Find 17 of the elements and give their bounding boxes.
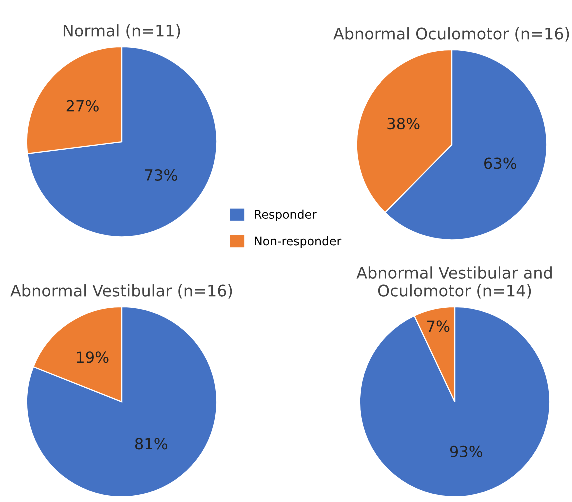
pie-slice (359, 306, 551, 498)
chart-title: Abnormal Vestibular (n=16) (10, 284, 232, 299)
legend-label: Responder (255, 210, 317, 222)
data-label: 73% (146, 169, 178, 182)
pie-slice (26, 306, 218, 498)
data-label: 7% (428, 320, 450, 332)
legend-label: Non-responder (255, 236, 342, 248)
data-label: 93% (450, 446, 483, 458)
chart-title: Abnormal Oculomotor (n=16) (334, 28, 570, 42)
chart-title: Abnormal Vestibular and Oculomotor (n=14) (356, 266, 552, 299)
data-label: 19% (77, 352, 109, 364)
data-label: 63% (484, 158, 517, 170)
data-label: 81% (135, 438, 168, 450)
chart-title: Normal (n=11) (64, 24, 180, 39)
data-label: 38% (388, 118, 420, 130)
data-label: 27% (66, 100, 99, 112)
pie-slice (27, 46, 218, 238)
